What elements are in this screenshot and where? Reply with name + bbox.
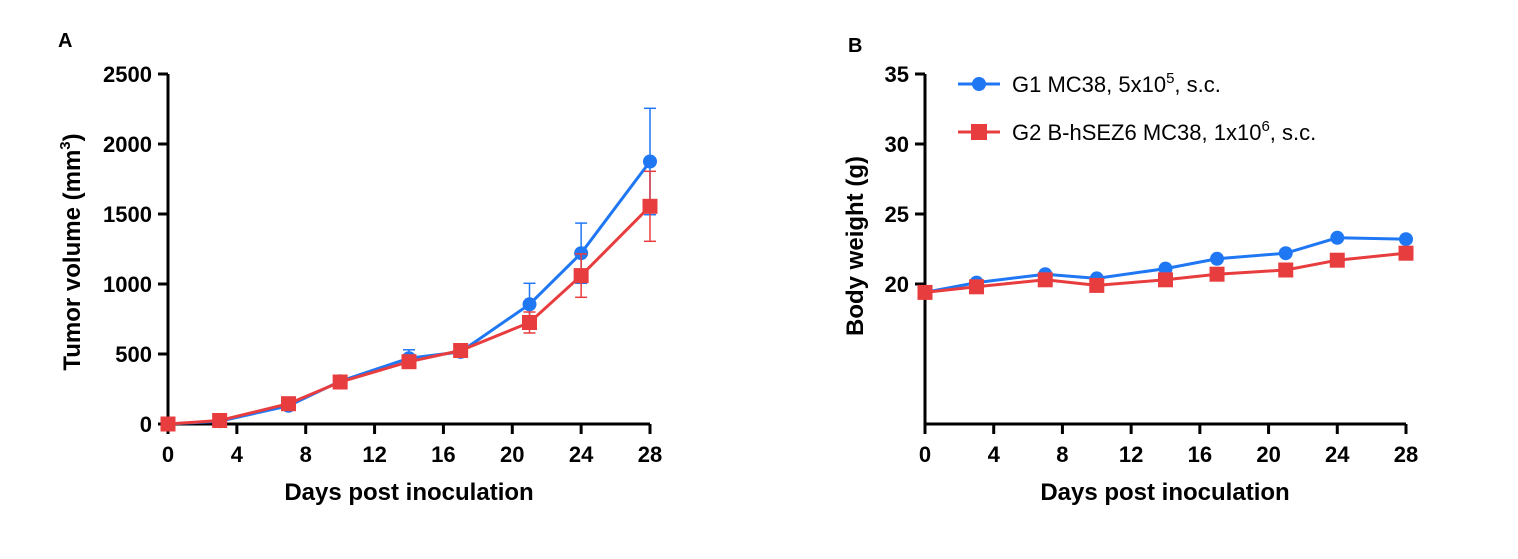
panel-b-series-2 <box>917 245 1414 300</box>
data-point <box>453 343 469 358</box>
data-point <box>522 315 537 330</box>
panel-b-label: B <box>848 35 862 57</box>
panel-b-y-tick-label: 20 <box>885 272 909 297</box>
panel-a-x-tick-label: 24 <box>569 442 594 467</box>
panel-a-x-axis-title: Days post inoculation <box>284 479 533 506</box>
data-point <box>642 198 658 214</box>
panel-b-chart: B Body weight (g) Days post inoculation … <box>842 35 1418 506</box>
data-point <box>1329 252 1345 268</box>
panel-a-x-tick-label: 8 <box>300 442 312 467</box>
legend-g1-label-suffix: , s.c. <box>1174 72 1220 97</box>
panel-a-x-tick-label: 16 <box>431 442 455 467</box>
panel-a-y-tick-label: 2000 <box>103 132 152 157</box>
panel-b-x-tick-label: 28 <box>1394 442 1418 467</box>
data-point <box>281 396 296 412</box>
panel-b-axes: 0 4 8 12 16 20 24 28 20 25 30 35 <box>885 62 1419 467</box>
panel-a-chart: A Tumor volume (mm3) Days post inoculati… <box>57 30 662 506</box>
panel-a-series-2 <box>160 170 658 432</box>
panel-a-y-tick-label: 2500 <box>103 62 152 87</box>
panel-a-label: A <box>58 30 72 52</box>
panel-b-y-tick-label: 35 <box>885 62 909 87</box>
panel-b-x-axis-title: Days post inoculation <box>1040 479 1289 506</box>
data-point <box>969 279 985 295</box>
panel-a-y-axis-title-main: Tumor volume (mm <box>59 150 86 371</box>
panel-a-x-tick-label: 12 <box>362 442 386 467</box>
panel-b-x-tick-label: 24 <box>1325 442 1350 467</box>
panel-a-y-tick-label: 500 <box>115 342 152 367</box>
panel-a-x-tick-label: 28 <box>638 442 662 467</box>
panel-b-x-tick-label: 12 <box>1119 442 1143 467</box>
panel-a-axes: 0 4 8 12 16 20 24 28 0 500 1000 1500 2000 2500 <box>103 62 662 467</box>
panel-b-y-axis-title: Body weight (g) <box>842 156 869 336</box>
panel-b-x-tick-label: 0 <box>919 442 931 467</box>
data-point <box>1399 232 1413 247</box>
panel-a-y-tick-label: 1500 <box>103 202 152 227</box>
legend-g2-label-superscript: 6 <box>1261 118 1269 135</box>
data-point <box>1037 272 1053 288</box>
legend-g1-label-superscript: 5 <box>1166 70 1174 87</box>
legend-g2-label: G2 B-hSEZ6 MC38, 1x106, s.c. <box>1012 118 1316 145</box>
panel-a-y-axis-title-close: ) <box>59 133 86 141</box>
legend-item-g2: G2 B-hSEZ6 MC38, 1x106, s.c. <box>958 118 1316 145</box>
panel-b-x-tick-label: 8 <box>1056 442 1068 467</box>
legend-g1-label: G1 MC38, 5x105, s.c. <box>1012 70 1221 97</box>
panel-b-y-tick-label: 30 <box>885 132 909 157</box>
panel-a-y-tick-label: 0 <box>140 412 152 437</box>
data-point <box>1158 272 1173 288</box>
legend-g1-marker <box>972 77 986 91</box>
panel-a-y-axis-title-superscript: 3 <box>57 141 74 149</box>
panel-a-x-tick-label: 4 <box>231 442 244 467</box>
panel-b-series <box>917 230 1414 300</box>
panel-b-y-tick-label: 25 <box>885 202 909 227</box>
legend: G1 MC38, 5x105, s.c. G2 B-hSEZ6 MC38, 1x… <box>958 70 1316 145</box>
legend-g1-label-main: G1 MC38, 5x10 <box>1012 72 1166 97</box>
panel-a-x-tick-label: 20 <box>500 442 524 467</box>
series-line <box>167 160 652 426</box>
data-point <box>1209 266 1225 282</box>
data-point <box>1158 261 1173 276</box>
panel-a-y-tick-label: 1000 <box>103 272 152 297</box>
data-point <box>643 154 657 169</box>
panel-a-y-axis-title: Tumor volume (mm3) <box>57 133 86 370</box>
panel-a-series <box>160 107 658 432</box>
data-point <box>1210 251 1225 266</box>
legend-item-g1: G1 MC38, 5x105, s.c. <box>958 70 1221 97</box>
panel-b-x-tick-label: 4 <box>988 442 1001 467</box>
data-point <box>1278 262 1294 278</box>
data-point <box>522 297 537 312</box>
data-point <box>1089 277 1105 293</box>
legend-g2-label-main: G2 B-hSEZ6 MC38, 1x10 <box>1012 120 1261 145</box>
legend-g2-label-suffix: , s.c. <box>1270 120 1316 145</box>
panel-b-x-tick-label: 16 <box>1188 442 1212 467</box>
data-point <box>573 268 589 284</box>
data-point <box>401 354 417 370</box>
data-point <box>917 284 933 300</box>
data-point <box>332 374 348 390</box>
data-point <box>1330 230 1345 245</box>
panel-a-x-tick-label: 0 <box>162 442 174 467</box>
data-point <box>212 413 228 428</box>
legend-g2-marker <box>971 124 987 140</box>
data-point <box>1278 246 1293 261</box>
data-point <box>160 416 176 432</box>
panel-b-x-tick-label: 20 <box>1256 442 1280 467</box>
series-line <box>167 205 652 426</box>
data-point <box>1398 245 1414 261</box>
